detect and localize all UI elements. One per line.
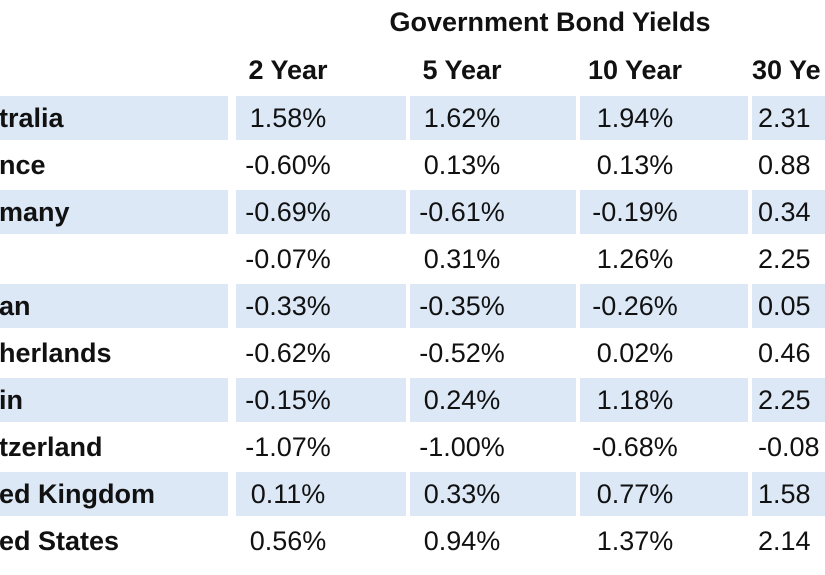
yield-cell: -0.68% (592, 432, 678, 462)
row-band (410, 190, 576, 234)
row-label: ed Kingdom (0, 479, 155, 509)
yield-cell: 0.34 (758, 197, 811, 227)
yield-cell: 0.02% (596, 338, 674, 368)
yield-cell: 0.13% (423, 150, 501, 180)
row-band (580, 378, 748, 422)
yield-cell: 2.25 (758, 244, 811, 274)
row-band (236, 284, 406, 328)
row-band (0, 190, 228, 234)
yield-cell: -0.52% (419, 338, 505, 368)
row-label: nce (0, 150, 46, 180)
yield-cell: 0.05 (758, 291, 811, 321)
row-band (580, 96, 748, 140)
row-label: an (0, 291, 31, 321)
row-band (236, 96, 406, 140)
row-band (0, 378, 228, 422)
yield-cell: 1.94% (596, 103, 674, 133)
yield-cell: 0.31% (423, 244, 501, 274)
yield-cell: 0.94% (423, 526, 501, 556)
yield-cell: 0.88 (758, 150, 811, 180)
row-band (752, 472, 825, 516)
row-band (236, 190, 406, 234)
yield-cell: 0.56% (249, 526, 327, 556)
row-band (0, 96, 228, 140)
row-band (752, 284, 825, 328)
yield-cell: 1.58 (758, 479, 811, 509)
yield-cell: -0.08 (758, 432, 820, 462)
yield-cell: -0.35% (419, 291, 505, 321)
row-band (752, 96, 825, 140)
yield-cell: 0.24% (423, 385, 501, 415)
row-band (580, 472, 748, 516)
row-band (410, 284, 576, 328)
yield-cell: 0.11% (250, 479, 326, 509)
column-header: 30 Ye (752, 55, 821, 85)
yield-cell: 1.37% (596, 526, 674, 556)
row-label: many (0, 197, 70, 227)
yield-cell: -0.07% (245, 244, 331, 274)
row-band (580, 284, 748, 328)
row-label: tzerland (0, 432, 103, 462)
yield-cell: 2.31 (758, 103, 811, 133)
row-label: in (0, 385, 23, 415)
row-label: herlands (0, 338, 112, 368)
yield-cell: -0.62% (245, 338, 331, 368)
yield-cell: -0.26% (592, 291, 678, 321)
yield-cell: 1.18% (596, 385, 674, 415)
yield-cell: -1.07% (245, 432, 331, 462)
row-band (410, 96, 576, 140)
row-band (410, 472, 576, 516)
yield-cell: -1.00% (419, 432, 505, 462)
column-header: 5 Year (422, 55, 502, 85)
row-band (0, 284, 228, 328)
yield-cell: -0.19% (592, 197, 678, 227)
row-band (410, 378, 576, 422)
yield-cell: -0.61% (419, 197, 505, 227)
yield-cell: -0.69% (245, 197, 331, 227)
yield-cell: 1.26% (596, 244, 674, 274)
yield-cell: -0.15% (245, 385, 331, 415)
row-band (580, 190, 748, 234)
title: Government Bond Yields (389, 7, 711, 37)
yield-cell: 0.46 (758, 338, 811, 368)
yield-cell: 2.14 (758, 526, 811, 556)
yield-cell: 2.25 (758, 385, 811, 415)
row-band (752, 190, 825, 234)
yield-cell: 1.58% (249, 103, 327, 133)
yield-cell: -0.33% (245, 291, 331, 321)
column-header: 2 Year (248, 55, 328, 85)
yield-cell: 1.62% (423, 103, 501, 133)
column-header: 10 Year (587, 55, 683, 85)
yield-cell: 0.13% (596, 150, 674, 180)
row-band (0, 472, 228, 516)
row-band (236, 378, 406, 422)
row-label: tralia (0, 103, 64, 133)
yield-cell: 0.77% (596, 479, 674, 509)
row-band (236, 472, 406, 516)
row-label: ed States (0, 526, 120, 556)
yield-cell: 0.33% (423, 479, 501, 509)
yield-cell: -0.60% (245, 150, 331, 180)
row-band (752, 378, 825, 422)
